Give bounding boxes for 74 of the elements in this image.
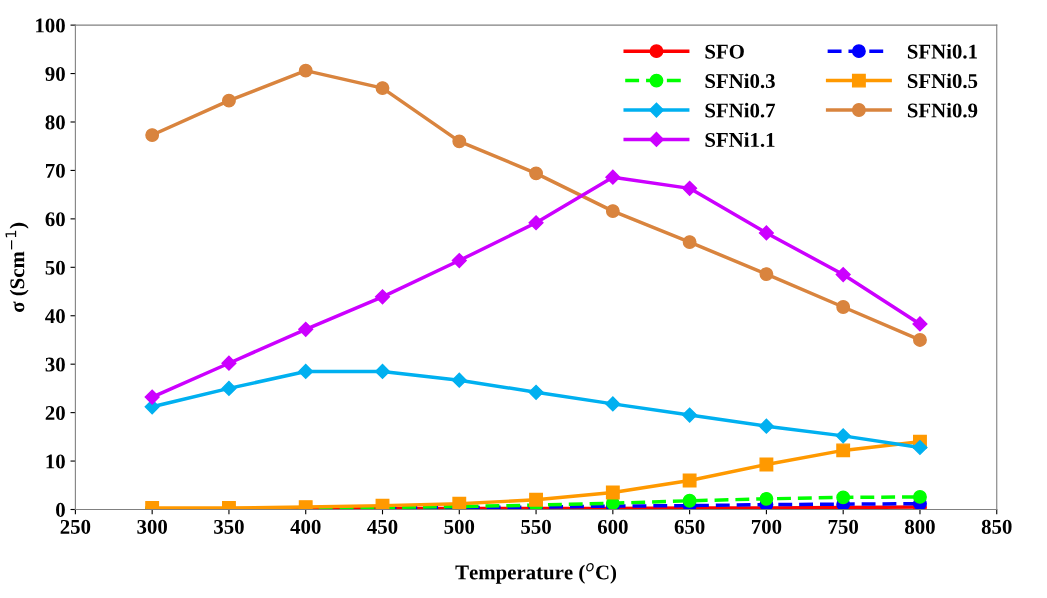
point — [144, 389, 160, 405]
y-tick-label: 70 — [46, 163, 65, 178]
point — [375, 81, 390, 96]
point — [836, 443, 851, 458]
point — [913, 333, 927, 347]
y-axis-title: σ (Scm$^{−1}$) — [5, 222, 29, 313]
legend-label: SFNi0.1 — [907, 43, 977, 59]
y-tick-label: 50 — [45, 260, 65, 275]
y-tick-label: 20 — [45, 405, 65, 421]
point — [528, 384, 544, 400]
point — [298, 63, 313, 78]
point — [529, 492, 544, 507]
x-tick-label: 350 — [214, 519, 244, 534]
point — [835, 428, 851, 444]
y-tick-label: 100 — [36, 18, 65, 33]
point — [452, 134, 467, 149]
point — [835, 267, 851, 283]
y-tick-label: 40 — [45, 309, 65, 324]
point — [759, 267, 774, 282]
legend-label: SFNi0.5 — [907, 73, 978, 89]
y-tick-label: 90 — [45, 66, 65, 81]
point — [836, 300, 851, 314]
point — [758, 418, 774, 434]
x-tick-label: 500 — [444, 519, 475, 534]
y-tick-label: 10 — [46, 454, 65, 469]
point — [451, 252, 467, 269]
legend-label: SFNi0.7 — [705, 102, 776, 118]
point — [374, 289, 391, 305]
legend-label: SFNi1.1 — [705, 132, 775, 148]
x-tick-label: 800 — [905, 519, 935, 534]
point — [682, 493, 697, 508]
point — [374, 363, 391, 380]
x-tick-label: 850 — [981, 519, 1012, 534]
x-tick-label: 250 — [60, 519, 91, 534]
point — [912, 439, 928, 456]
point — [298, 321, 314, 337]
x-tick-label: 700 — [751, 519, 782, 534]
point — [451, 372, 467, 388]
point — [758, 225, 774, 241]
point — [682, 235, 697, 250]
point — [682, 407, 698, 423]
x-tick-label: 750 — [828, 519, 859, 534]
legend-label: SFNi0.3 — [705, 73, 775, 89]
point — [605, 169, 621, 185]
y-tick-label: 0 — [56, 502, 65, 517]
point — [221, 355, 237, 371]
x-tick-label: 400 — [290, 519, 321, 534]
point — [759, 491, 774, 506]
x-tick-label: 300 — [137, 519, 167, 534]
x-axis-title: Temperature ($^{o}$C) — [455, 563, 617, 584]
point — [298, 363, 314, 380]
point — [759, 457, 774, 472]
point — [605, 396, 621, 412]
y-tick-label: 30 — [45, 357, 65, 372]
x-tick-label: 450 — [367, 519, 398, 534]
point — [682, 473, 697, 488]
point — [605, 204, 620, 219]
point — [221, 93, 236, 108]
legend-label: SFO — [705, 44, 744, 59]
x-tick-label: 600 — [597, 519, 628, 534]
y-tick-label: 80 — [45, 115, 65, 130]
x-tick-label: 550 — [521, 519, 551, 534]
point — [605, 485, 620, 500]
point — [221, 380, 237, 396]
point — [912, 316, 928, 332]
point — [836, 490, 851, 505]
point — [145, 128, 160, 143]
x-tick-label: 650 — [674, 519, 705, 534]
point — [913, 489, 927, 504]
point — [682, 180, 698, 196]
y-tick-label: 60 — [45, 212, 65, 227]
point — [529, 166, 544, 181]
point — [528, 215, 544, 231]
legend-label: SFNi0.9 — [907, 102, 978, 118]
